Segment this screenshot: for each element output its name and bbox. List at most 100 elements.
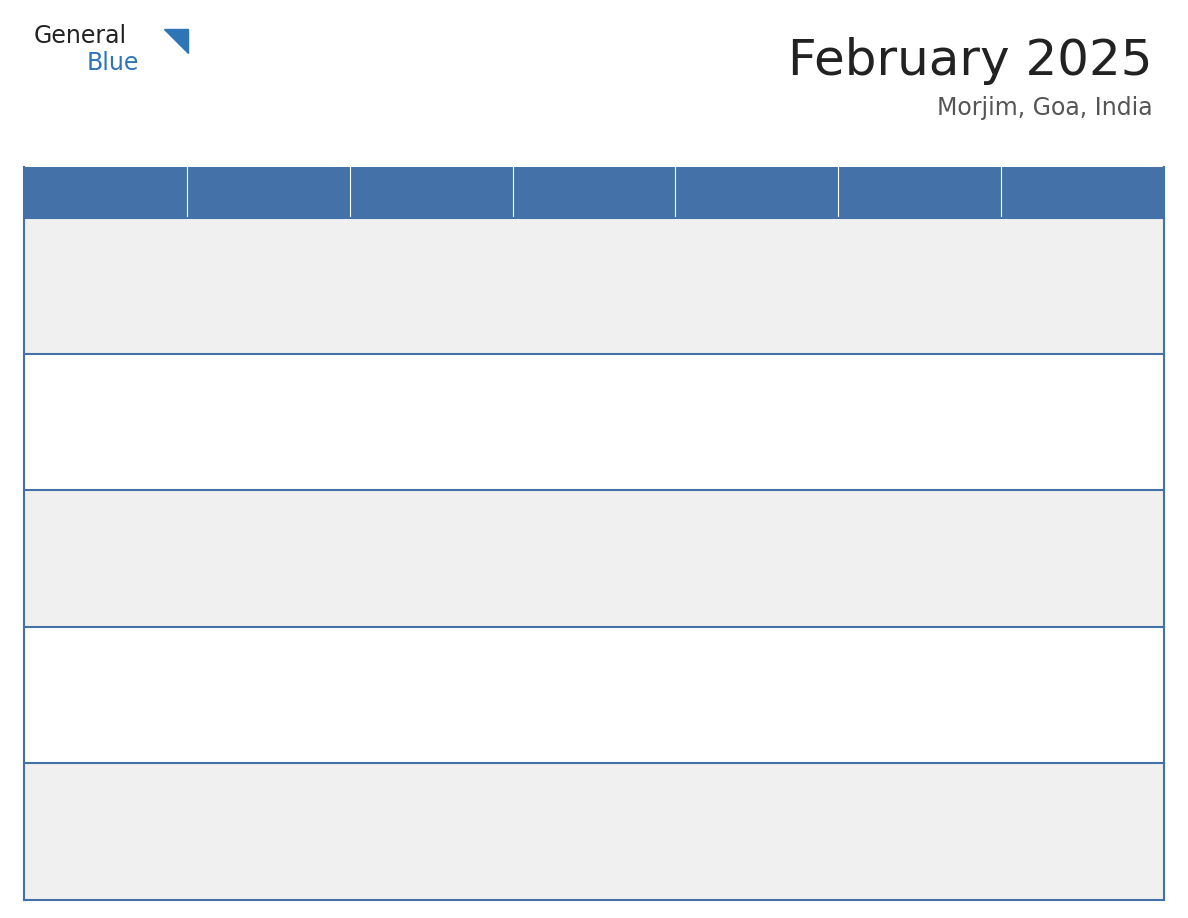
Text: Sunset: 6:34 PM: Sunset: 6:34 PM (685, 405, 775, 414)
Text: Daylight: 11 hours: Daylight: 11 hours (685, 832, 788, 842)
Text: and 29 minutes.: and 29 minutes. (359, 442, 450, 451)
Text: Sunrise: 6:59 AM: Sunrise: 6:59 AM (33, 659, 127, 669)
Text: Daylight: 11 hours: Daylight: 11 hours (196, 559, 299, 569)
Text: Sunrise: 7:04 AM: Sunrise: 7:04 AM (196, 386, 291, 396)
Text: Sunrise: 7:00 AM: Sunrise: 7:00 AM (848, 522, 942, 532)
Text: and 49 minutes.: and 49 minutes. (848, 850, 940, 860)
Text: 24: 24 (196, 769, 215, 785)
Text: and 39 minutes.: and 39 minutes. (196, 714, 287, 724)
Text: Daylight: 11 hours: Daylight: 11 hours (33, 832, 137, 842)
Text: Daylight: 11 hours: Daylight: 11 hours (685, 423, 788, 432)
Text: and 42 minutes.: and 42 minutes. (685, 714, 776, 724)
Text: and 39 minutes.: and 39 minutes. (33, 714, 125, 724)
Text: Sunset: 6:32 PM: Sunset: 6:32 PM (1011, 268, 1101, 278)
Text: Monday: Monday (196, 185, 264, 200)
Text: Saturday: Saturday (1011, 185, 1088, 200)
Text: Daylight: 11 hours: Daylight: 11 hours (196, 423, 299, 432)
Text: and 28 minutes.: and 28 minutes. (33, 442, 125, 451)
Text: and 43 minutes.: and 43 minutes. (848, 714, 939, 724)
Text: 7: 7 (848, 361, 858, 375)
Text: Sunrise: 6:57 AM: Sunrise: 6:57 AM (848, 659, 942, 669)
Text: 22: 22 (1011, 633, 1030, 648)
Text: Daylight: 11 hours: Daylight: 11 hours (33, 423, 137, 432)
Text: Daylight: 11 hours: Daylight: 11 hours (522, 696, 625, 706)
Text: 2: 2 (33, 361, 43, 375)
Text: and 33 minutes.: and 33 minutes. (33, 577, 125, 588)
Text: and 34 minutes.: and 34 minutes. (196, 577, 287, 588)
Text: Sunrise: 7:02 AM: Sunrise: 7:02 AM (196, 522, 291, 532)
Text: 5: 5 (522, 361, 532, 375)
Text: Sunday: Sunday (33, 185, 96, 200)
Text: Daylight: 11 hours: Daylight: 11 hours (359, 559, 462, 569)
Text: Sunrise: 7:03 AM: Sunrise: 7:03 AM (359, 386, 454, 396)
Text: and 38 minutes.: and 38 minutes. (1011, 577, 1102, 588)
Text: and 31 minutes.: and 31 minutes. (685, 442, 776, 451)
Text: Daylight: 11 hours: Daylight: 11 hours (522, 559, 625, 569)
Text: Sunrise: 7:04 AM: Sunrise: 7:04 AM (1011, 250, 1105, 260)
Text: Sunset: 6:41 PM: Sunset: 6:41 PM (685, 813, 775, 823)
Text: Daylight: 11 hours: Daylight: 11 hours (359, 832, 462, 842)
Text: Sunset: 6:37 PM: Sunset: 6:37 PM (522, 541, 612, 551)
Text: Daylight: 11 hours: Daylight: 11 hours (196, 696, 299, 706)
Text: and 37 minutes.: and 37 minutes. (848, 577, 939, 588)
Text: and 32 minutes.: and 32 minutes. (848, 442, 939, 451)
Text: Sunrise: 7:01 AM: Sunrise: 7:01 AM (359, 522, 454, 532)
Text: Sunrise: 7:00 AM: Sunrise: 7:00 AM (1011, 522, 1105, 532)
Text: Sunset: 6:40 PM: Sunset: 6:40 PM (1011, 677, 1101, 688)
Text: Daylight: 11 hours: Daylight: 11 hours (33, 559, 137, 569)
Text: 12: 12 (522, 497, 542, 512)
Text: Sunrise: 6:59 AM: Sunrise: 6:59 AM (196, 659, 291, 669)
Text: 26: 26 (522, 769, 542, 785)
Text: Sunrise: 6:54 AM: Sunrise: 6:54 AM (522, 795, 617, 805)
Text: Tuesday: Tuesday (359, 185, 429, 200)
Text: Sunrise: 6:54 AM: Sunrise: 6:54 AM (359, 795, 454, 805)
Text: and 48 minutes.: and 48 minutes. (685, 850, 776, 860)
Text: Sunset: 6:32 PM: Sunset: 6:32 PM (33, 405, 124, 414)
Text: and 27 minutes.: and 27 minutes. (1011, 305, 1102, 315)
Text: Sunset: 6:33 PM: Sunset: 6:33 PM (359, 405, 449, 414)
Text: Sunrise: 6:56 AM: Sunrise: 6:56 AM (33, 795, 127, 805)
Text: Morjim, Goa, India: Morjim, Goa, India (936, 96, 1152, 120)
Text: and 47 minutes.: and 47 minutes. (522, 850, 613, 860)
Text: Sunset: 6:39 PM: Sunset: 6:39 PM (522, 677, 612, 688)
Text: Sunset: 6:40 PM: Sunset: 6:40 PM (33, 813, 124, 823)
Text: and 36 minutes.: and 36 minutes. (685, 577, 776, 588)
Text: Thursday: Thursday (685, 185, 764, 200)
Text: Daylight: 11 hours: Daylight: 11 hours (1011, 696, 1113, 706)
Text: Sunrise: 6:56 AM: Sunrise: 6:56 AM (1011, 659, 1105, 669)
Text: Daylight: 11 hours: Daylight: 11 hours (685, 559, 788, 569)
Text: Daylight: 11 hours: Daylight: 11 hours (359, 696, 462, 706)
Text: Sunset: 6:38 PM: Sunset: 6:38 PM (1011, 541, 1101, 551)
Text: and 29 minutes.: and 29 minutes. (196, 442, 287, 451)
Text: 4: 4 (359, 361, 368, 375)
Text: Daylight: 11 hours: Daylight: 11 hours (1011, 559, 1113, 569)
Text: Sunrise: 6:58 AM: Sunrise: 6:58 AM (522, 659, 617, 669)
Text: Daylight: 11 hours: Daylight: 11 hours (848, 423, 950, 432)
Text: Sunset: 6:41 PM: Sunset: 6:41 PM (359, 813, 449, 823)
Text: Daylight: 11 hours: Daylight: 11 hours (848, 559, 950, 569)
Text: Sunrise: 6:53 AM: Sunrise: 6:53 AM (848, 795, 942, 805)
Text: 17: 17 (196, 633, 215, 648)
Text: Sunrise: 7:02 AM: Sunrise: 7:02 AM (33, 522, 128, 532)
Text: Sunrise: 7:02 AM: Sunrise: 7:02 AM (1011, 386, 1105, 396)
Text: Daylight: 11 hours: Daylight: 11 hours (196, 832, 299, 842)
Text: 28: 28 (848, 769, 867, 785)
Text: Sunset: 6:36 PM: Sunset: 6:36 PM (359, 541, 449, 551)
Text: Sunrise: 7:01 AM: Sunrise: 7:01 AM (522, 522, 617, 532)
Text: Sunset: 6:41 PM: Sunset: 6:41 PM (522, 813, 612, 823)
Text: 13: 13 (685, 497, 704, 512)
Text: 10: 10 (196, 497, 215, 512)
Text: Sunrise: 7:03 AM: Sunrise: 7:03 AM (685, 386, 779, 396)
Text: Daylight: 11 hours: Daylight: 11 hours (359, 423, 462, 432)
Text: 19: 19 (522, 633, 542, 648)
Text: Daylight: 11 hours: Daylight: 11 hours (848, 696, 950, 706)
Text: and 32 minutes.: and 32 minutes. (1011, 442, 1102, 451)
Text: and 35 minutes.: and 35 minutes. (522, 577, 613, 588)
Text: Sunset: 6:39 PM: Sunset: 6:39 PM (359, 677, 449, 688)
Text: Daylight: 11 hours: Daylight: 11 hours (685, 696, 788, 706)
Text: February 2025: February 2025 (788, 37, 1152, 84)
Text: General: General (33, 24, 126, 48)
Text: Sunrise: 7:03 AM: Sunrise: 7:03 AM (848, 386, 942, 396)
Text: 3: 3 (196, 361, 206, 375)
Text: and 46 minutes.: and 46 minutes. (359, 850, 450, 860)
